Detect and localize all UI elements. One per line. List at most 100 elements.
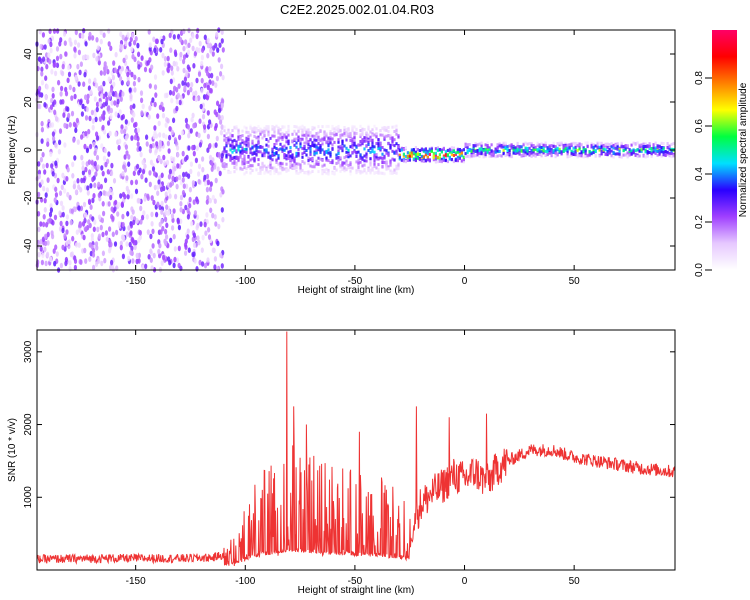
spectrogram-cell xyxy=(235,163,238,167)
spectrogram-cell xyxy=(450,150,453,154)
spectrogram-cell xyxy=(63,233,67,239)
spectrogram-cell xyxy=(307,133,310,137)
spectrogram-cell xyxy=(486,145,489,149)
spectrogram-cell xyxy=(299,165,302,169)
spectrogram-cell xyxy=(606,149,609,153)
spectrogram-cell xyxy=(192,232,196,238)
spectrogram-cell xyxy=(217,57,221,63)
spectrogram-cell xyxy=(506,153,509,157)
spectrogram-cell xyxy=(64,51,68,57)
spectrogram-cell xyxy=(163,56,167,62)
spectrogram-cell xyxy=(216,100,220,107)
spectrogram-cell xyxy=(239,155,242,159)
spectrogram-cell xyxy=(85,106,89,113)
spectrogram-cell xyxy=(406,151,409,155)
spectrogram-cell xyxy=(54,192,59,198)
spectrogram-cell xyxy=(257,141,260,145)
spectrogram-x-tick-label: 0 xyxy=(462,276,468,287)
spectrogram-cell xyxy=(303,161,306,165)
spectrogram-cell xyxy=(297,152,300,156)
spectrogram-cell xyxy=(225,164,228,168)
spectrogram-cell xyxy=(434,147,437,151)
spectrogram-cell xyxy=(251,169,254,173)
spectrogram-cell xyxy=(263,151,266,155)
spectrogram-cell xyxy=(361,164,364,168)
spectrogram-cell xyxy=(672,154,675,158)
spectrogram-cell xyxy=(74,29,78,36)
spectrogram-cell xyxy=(546,150,549,154)
spectrogram-cell xyxy=(170,213,175,219)
spectrogram-cell xyxy=(285,157,288,161)
spectrogram-cell xyxy=(185,70,189,76)
spectrogram-cell xyxy=(184,250,188,256)
spectrogram-cell xyxy=(416,156,419,160)
spectrogram-cell xyxy=(137,51,141,58)
spectrogram-cell xyxy=(672,152,675,156)
spectrogram-cell xyxy=(293,125,296,128)
spectrogram-cell xyxy=(127,225,131,231)
spectrogram-cell xyxy=(371,141,374,145)
spectrogram-cell xyxy=(102,32,106,38)
spectrogram-cell xyxy=(281,132,284,136)
spectrogram-cell xyxy=(192,150,196,157)
spectrogram-cell xyxy=(580,151,583,155)
spectrogram-cell xyxy=(120,201,124,207)
spectrogram-cell xyxy=(560,142,563,146)
spectrogram-cell xyxy=(630,151,633,155)
spectrogram-cell xyxy=(99,224,103,231)
spectrogram-cell xyxy=(478,149,481,153)
spectrogram-cell xyxy=(146,193,150,200)
spectrogram-cell xyxy=(395,129,398,133)
spectrogram-cell xyxy=(92,141,96,148)
spectrogram-cell xyxy=(160,200,164,207)
spectrogram-cell xyxy=(253,126,256,130)
spectrogram-cell xyxy=(287,128,290,132)
spectrogram-cell xyxy=(365,144,368,148)
spectrogram-cell xyxy=(176,92,180,99)
spectrogram-cell xyxy=(223,162,226,166)
spectrogram-cell xyxy=(243,166,246,170)
spectrogram-cell xyxy=(337,138,340,142)
spectrogram-cell xyxy=(303,141,306,145)
spectrogram-cell xyxy=(123,167,127,173)
spectrogram-y-tick-label: 40 xyxy=(23,48,34,60)
spectrogram-cell xyxy=(664,150,667,153)
spectrogram-cell xyxy=(239,152,242,156)
spectrogram-cell xyxy=(192,242,197,248)
spectrogram-cell xyxy=(271,154,274,158)
spectrogram-cell xyxy=(178,99,182,106)
spectrogram-cell xyxy=(201,261,205,267)
spectrogram-cell xyxy=(200,60,204,67)
spectrogram-cell xyxy=(89,183,93,189)
spectrogram-cell xyxy=(373,171,376,175)
spectrogram-cell xyxy=(195,214,200,220)
spectrogram-cell xyxy=(96,226,100,233)
spectrogram-cell xyxy=(100,143,104,149)
spectrogram-cell xyxy=(564,147,567,151)
spectrogram-cell xyxy=(379,133,382,137)
spectrogram-cell xyxy=(295,145,298,149)
spectrogram-cell xyxy=(80,111,84,117)
spectrogram-cell xyxy=(126,32,130,38)
spectrogram-cell xyxy=(500,154,503,158)
spectrogram-cell xyxy=(309,131,312,135)
spectrogram-cell xyxy=(64,90,69,97)
spectrogram-cell xyxy=(434,151,437,155)
spectrogram-cell xyxy=(79,205,84,212)
spectrogram-cell xyxy=(363,136,366,140)
spectrogram-cell xyxy=(277,136,280,140)
spectrogram-cell xyxy=(618,147,621,151)
spectrogram-cell xyxy=(544,141,547,145)
spectrogram-cell xyxy=(524,153,527,157)
spectrogram-cell xyxy=(82,81,86,87)
spectrogram-cell xyxy=(313,138,316,142)
spectrogram-cell xyxy=(299,145,302,149)
spectrogram-cell xyxy=(247,160,250,164)
spectrogram-cell xyxy=(387,125,390,129)
spectrogram-cell xyxy=(355,155,358,158)
spectrogram-cell xyxy=(147,114,151,120)
spectrogram-cell xyxy=(73,155,77,161)
spectrogram-cell xyxy=(470,151,473,155)
spectrogram-cell xyxy=(81,169,85,176)
spectrogram-cell xyxy=(646,150,649,153)
